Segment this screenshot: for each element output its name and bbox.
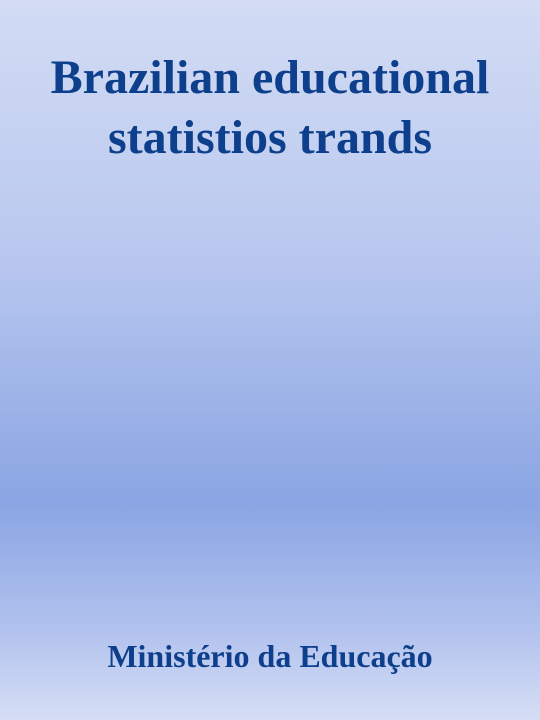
book-title: Brazilian educational statistios trands xyxy=(50,51,490,164)
book-author: Ministério da Educação xyxy=(107,638,433,674)
